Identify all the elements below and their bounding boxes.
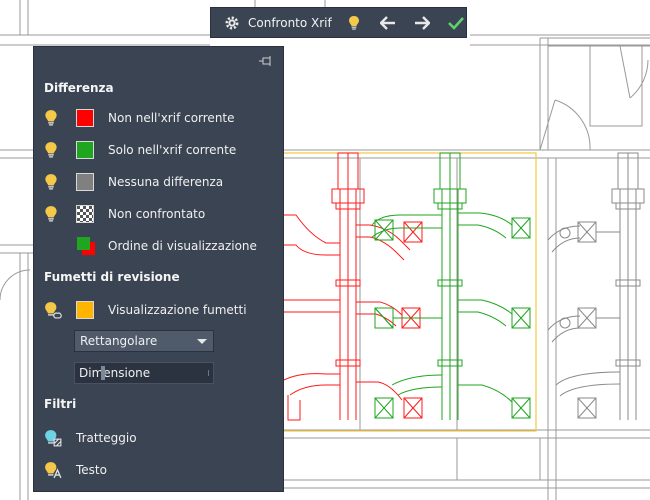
red-ductwork: [283, 152, 423, 421]
difference-row-not-compared: Non confrontato: [34, 203, 284, 225]
arrow-right-icon[interactable]: [412, 13, 432, 33]
toolbar-title: Confronto Xrif: [248, 15, 332, 30]
lightbulb-icon[interactable]: [44, 205, 58, 223]
lightbulb-icon[interactable]: [44, 141, 58, 159]
cloud-shape-dropdown[interactable]: Rettangolare: [74, 330, 214, 352]
difference-row-draw-order: Ordine di visualizzazione: [34, 235, 284, 257]
difference-label: Non nell'xrif corrente: [108, 111, 235, 125]
lightbulb-icon[interactable]: [344, 13, 364, 33]
cloud-size-label: Dimensione: [79, 366, 151, 380]
color-swatch-green[interactable]: [76, 141, 94, 159]
color-swatch-orange[interactable]: [76, 301, 94, 319]
color-swatch-red[interactable]: [76, 109, 94, 127]
checkmark-icon[interactable]: [446, 13, 466, 33]
difference-label: Non confrontato: [108, 207, 206, 221]
difference-label: Ordine di visualizzazione: [108, 239, 257, 253]
arrow-left-icon[interactable]: [378, 13, 398, 33]
filter-label: Testo: [76, 463, 107, 477]
color-swatch-gray[interactable]: [76, 173, 94, 191]
section-heading-revision-clouds: Fumetti di revisione: [44, 270, 180, 284]
section-heading-difference: Differenza: [44, 81, 114, 95]
lightbulb-cloud-icon[interactable]: [44, 301, 62, 319]
green-ductwork: [371, 152, 531, 420]
chevron-down-icon: [197, 339, 207, 344]
difference-row-no-difference: Nessuna differenza: [34, 171, 284, 193]
difference-label: Solo nell'xrif corrente: [108, 143, 237, 157]
slider-thumb[interactable]: [101, 366, 105, 380]
lightbulb-icon[interactable]: [44, 109, 58, 127]
filter-label: Tratteggio: [76, 431, 137, 445]
cloud-display-row: Visualizzazione fumetti: [34, 299, 284, 321]
gray-ductwork: [547, 152, 645, 420]
hatch-icon[interactable]: [44, 429, 62, 447]
xref-compare-panel: Differenza Non nell'xrif corrente Solo n…: [33, 46, 284, 492]
pin-icon[interactable]: [259, 55, 273, 66]
slider-end-tick: [208, 370, 209, 376]
compare-toolbar: Confronto Xrif: [210, 7, 467, 38]
difference-row-not-in-current: Non nell'xrif corrente: [34, 107, 284, 129]
filter-row-text: Testo: [34, 459, 284, 481]
filter-row-hatch: Tratteggio: [34, 427, 284, 449]
gear-icon[interactable]: [222, 13, 242, 33]
cloud-display-label: Visualizzazione fumetti: [108, 303, 247, 317]
color-swatch-checkered[interactable]: [76, 205, 94, 223]
draw-order-swatch[interactable]: [76, 236, 96, 256]
cloud-shape-value: Rettangolare: [80, 334, 158, 348]
difference-label: Nessuna differenza: [108, 175, 224, 189]
difference-row-only-in-current: Solo nell'xrif corrente: [34, 139, 284, 161]
cloud-size-slider[interactable]: Dimensione: [74, 362, 214, 384]
section-heading-filters: Filtri: [44, 397, 77, 411]
revision-cloud: [269, 152, 537, 432]
text-icon[interactable]: [44, 461, 62, 479]
lightbulb-icon[interactable]: [44, 173, 58, 191]
